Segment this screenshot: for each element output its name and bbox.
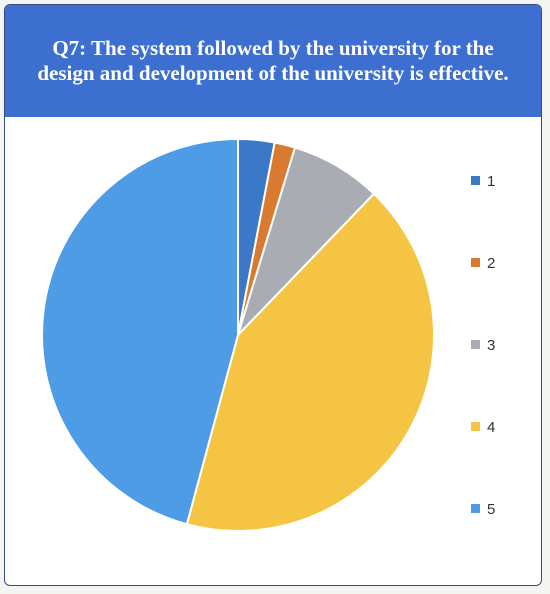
pie-slice-5 bbox=[41, 137, 239, 526]
pie-slices bbox=[41, 137, 435, 532]
legend-label-4: 4 bbox=[487, 419, 495, 436]
legend-swatch-3 bbox=[471, 340, 480, 349]
pie-chart: 1 2 3 4 5 bbox=[41, 137, 495, 532]
legend-label-5: 5 bbox=[487, 501, 495, 518]
legend: 1 2 3 4 5 bbox=[471, 173, 495, 518]
legend-label-2: 2 bbox=[487, 255, 495, 272]
chart-title-bar: Q7: The system followed by the universit… bbox=[5, 5, 541, 117]
legend-swatch-2 bbox=[471, 258, 480, 267]
legend-swatch-1 bbox=[471, 176, 480, 185]
legend-label-3: 3 bbox=[487, 337, 495, 354]
chart-title: Q7: The system followed by the universit… bbox=[37, 36, 509, 85]
pie-slice-4 bbox=[185, 192, 435, 532]
legend-swatch-5 bbox=[471, 504, 480, 513]
legend-swatch-4 bbox=[471, 422, 480, 431]
chart-frame: Q7: The system followed by the universit… bbox=[4, 4, 542, 586]
legend-label-1: 1 bbox=[487, 173, 495, 190]
